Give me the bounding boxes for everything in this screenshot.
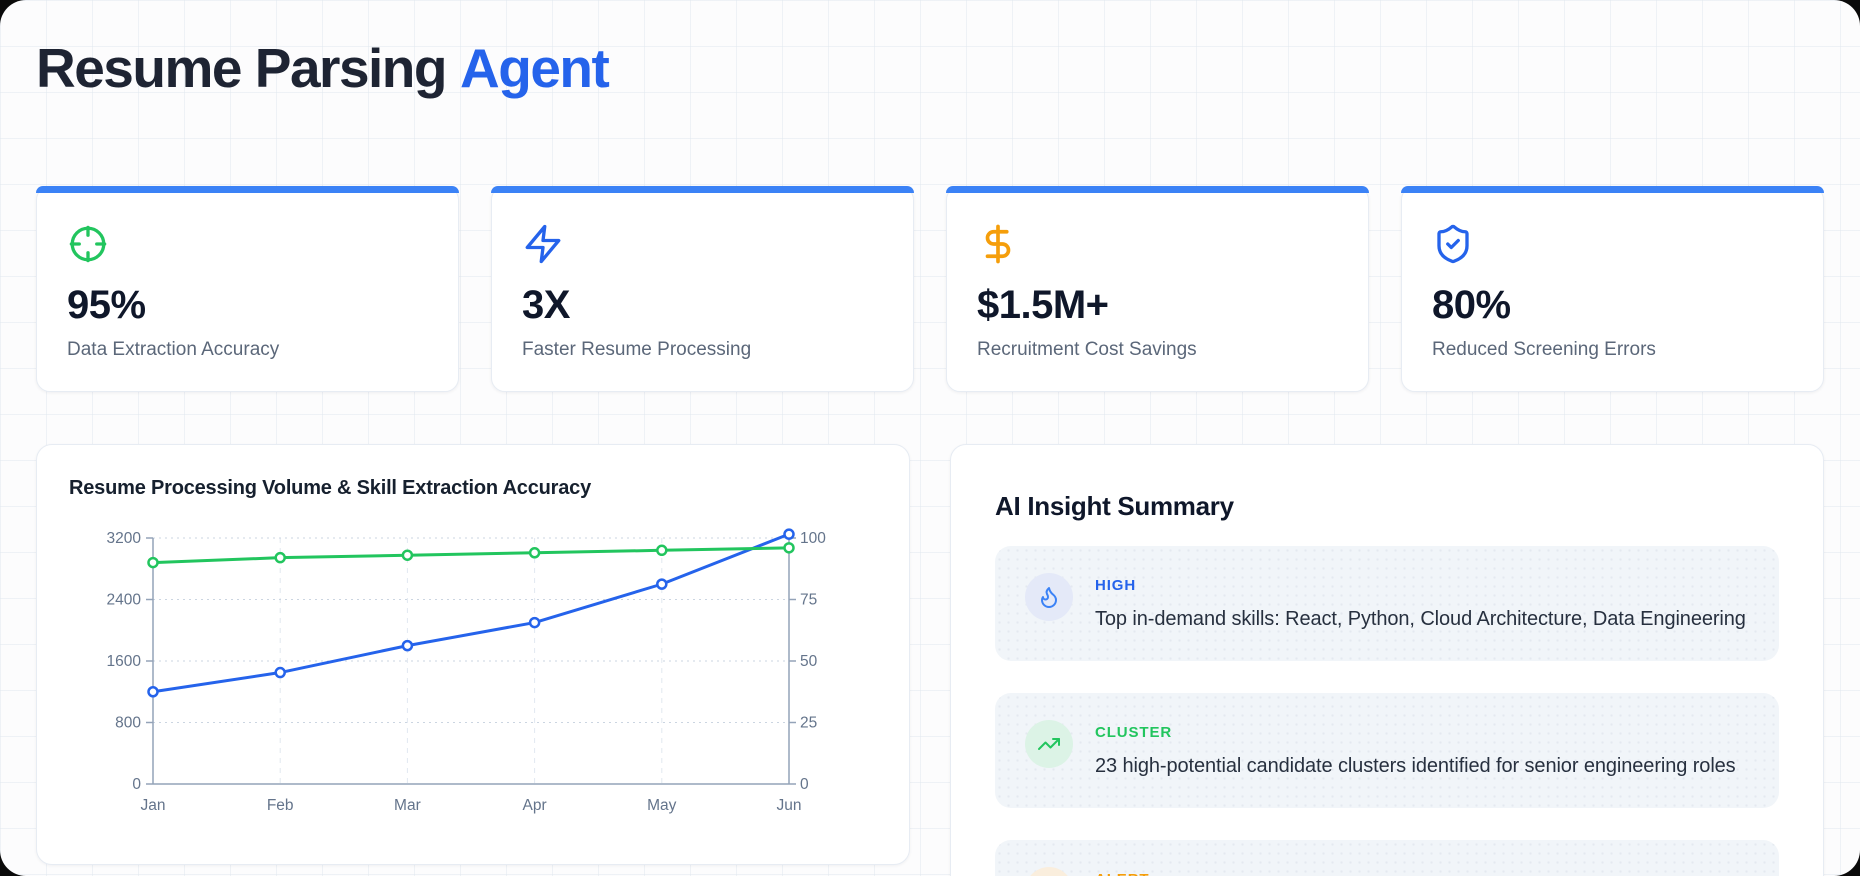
stat-value: 80% <box>1432 282 1511 327</box>
insight-item-alert: ALERT <box>995 839 1779 876</box>
insight-item-cluster: CLUSTER 23 high-potential candidate clus… <box>995 692 1779 808</box>
shield-check-icon <box>1437 224 1469 263</box>
page-title-accent: Agent <box>460 37 610 99</box>
svg-text:3200: 3200 <box>107 530 142 547</box>
insight-icon-circle <box>1025 866 1073 876</box>
insight-tag: HIGH <box>1095 576 1137 594</box>
page-title: Resume Parsing Agent <box>36 37 1824 99</box>
lightning-bolt-icon <box>525 224 561 263</box>
stat-label: Faster Resume Processing <box>522 338 752 360</box>
svg-text:0: 0 <box>800 776 809 793</box>
stats-row: 95% Data Extraction Accuracy 3X Faster R… <box>0 185 1860 392</box>
main-content: Resume Processing Volume & Skill Extract… <box>0 443 1860 876</box>
crosshair-target-icon <box>69 225 107 263</box>
svg-text:75: 75 <box>800 591 817 608</box>
dollar-sign-icon <box>985 224 1011 264</box>
insight-text: 23 high-potential candidate clusters ide… <box>1095 754 1736 777</box>
stat-label: Recruitment Cost Savings <box>977 338 1197 360</box>
svg-text:Mar: Mar <box>394 797 421 814</box>
flame-icon <box>1041 586 1057 608</box>
stat-card-accuracy: 95% Data Extraction Accuracy <box>36 185 459 392</box>
svg-text:25: 25 <box>800 714 817 731</box>
stat-card-accent-bar <box>491 185 914 193</box>
svg-text:100: 100 <box>800 530 826 547</box>
stat-value: $1.5M+ <box>977 282 1109 327</box>
svg-text:0: 0 <box>132 776 141 793</box>
insight-item-high: HIGH Top in-demand skills: React, Python… <box>995 545 1779 661</box>
svg-text:Jan: Jan <box>141 797 166 814</box>
svg-text:1600: 1600 <box>107 653 142 670</box>
stat-value: 3X <box>522 282 570 327</box>
chart-title: Resume Processing Volume & Skill Extract… <box>69 476 592 499</box>
svg-text:Apr: Apr <box>523 797 547 814</box>
insight-text: Top in-demand skills: React, Python, Clo… <box>1095 607 1746 630</box>
svg-text:Jun: Jun <box>777 797 802 814</box>
svg-text:50: 50 <box>800 653 818 670</box>
svg-text:Feb: Feb <box>267 797 294 814</box>
svg-text:800: 800 <box>115 714 141 731</box>
stat-value: 95% <box>67 282 146 327</box>
trending-up-icon <box>1038 737 1060 750</box>
stat-card-savings: $1.5M+ Recruitment Cost Savings <box>946 185 1369 392</box>
insight-icon-circle <box>1025 572 1073 621</box>
insight-title: AI Insight Summary <box>995 490 1234 521</box>
insight-tag: CLUSTER <box>1095 723 1173 741</box>
stat-card-accent-bar <box>946 185 1369 193</box>
chart-svg: 0 800 1600 2400 3200 0 25 50 75 100 Jan Feb Mar Apr Ma… <box>107 528 826 814</box>
stat-card-accent-bar <box>1401 185 1824 193</box>
chart-card: Resume Processing Volume & Skill Extract… <box>36 443 910 865</box>
stat-label: Reduced Screening Errors <box>1432 338 1656 360</box>
insight-icon-circle <box>1025 719 1073 768</box>
page-title-primary: Resume Parsing <box>36 37 448 99</box>
stat-card-errors: 80% Reduced Screening Errors <box>1401 185 1824 392</box>
insight-card: AI Insight Summary HIGH Top in-demand sk… <box>950 443 1824 876</box>
insight-tag: ALERT <box>1095 867 1150 876</box>
page-header: Resume Parsing Agent <box>0 0 1860 98</box>
svg-text:May: May <box>647 797 677 814</box>
svg-text:2400: 2400 <box>107 591 142 608</box>
stat-card-speed: 3X Faster Resume Processing <box>491 185 914 392</box>
stat-label: Data Extraction Accuracy <box>67 338 280 360</box>
stat-card-accent-bar <box>36 185 459 193</box>
